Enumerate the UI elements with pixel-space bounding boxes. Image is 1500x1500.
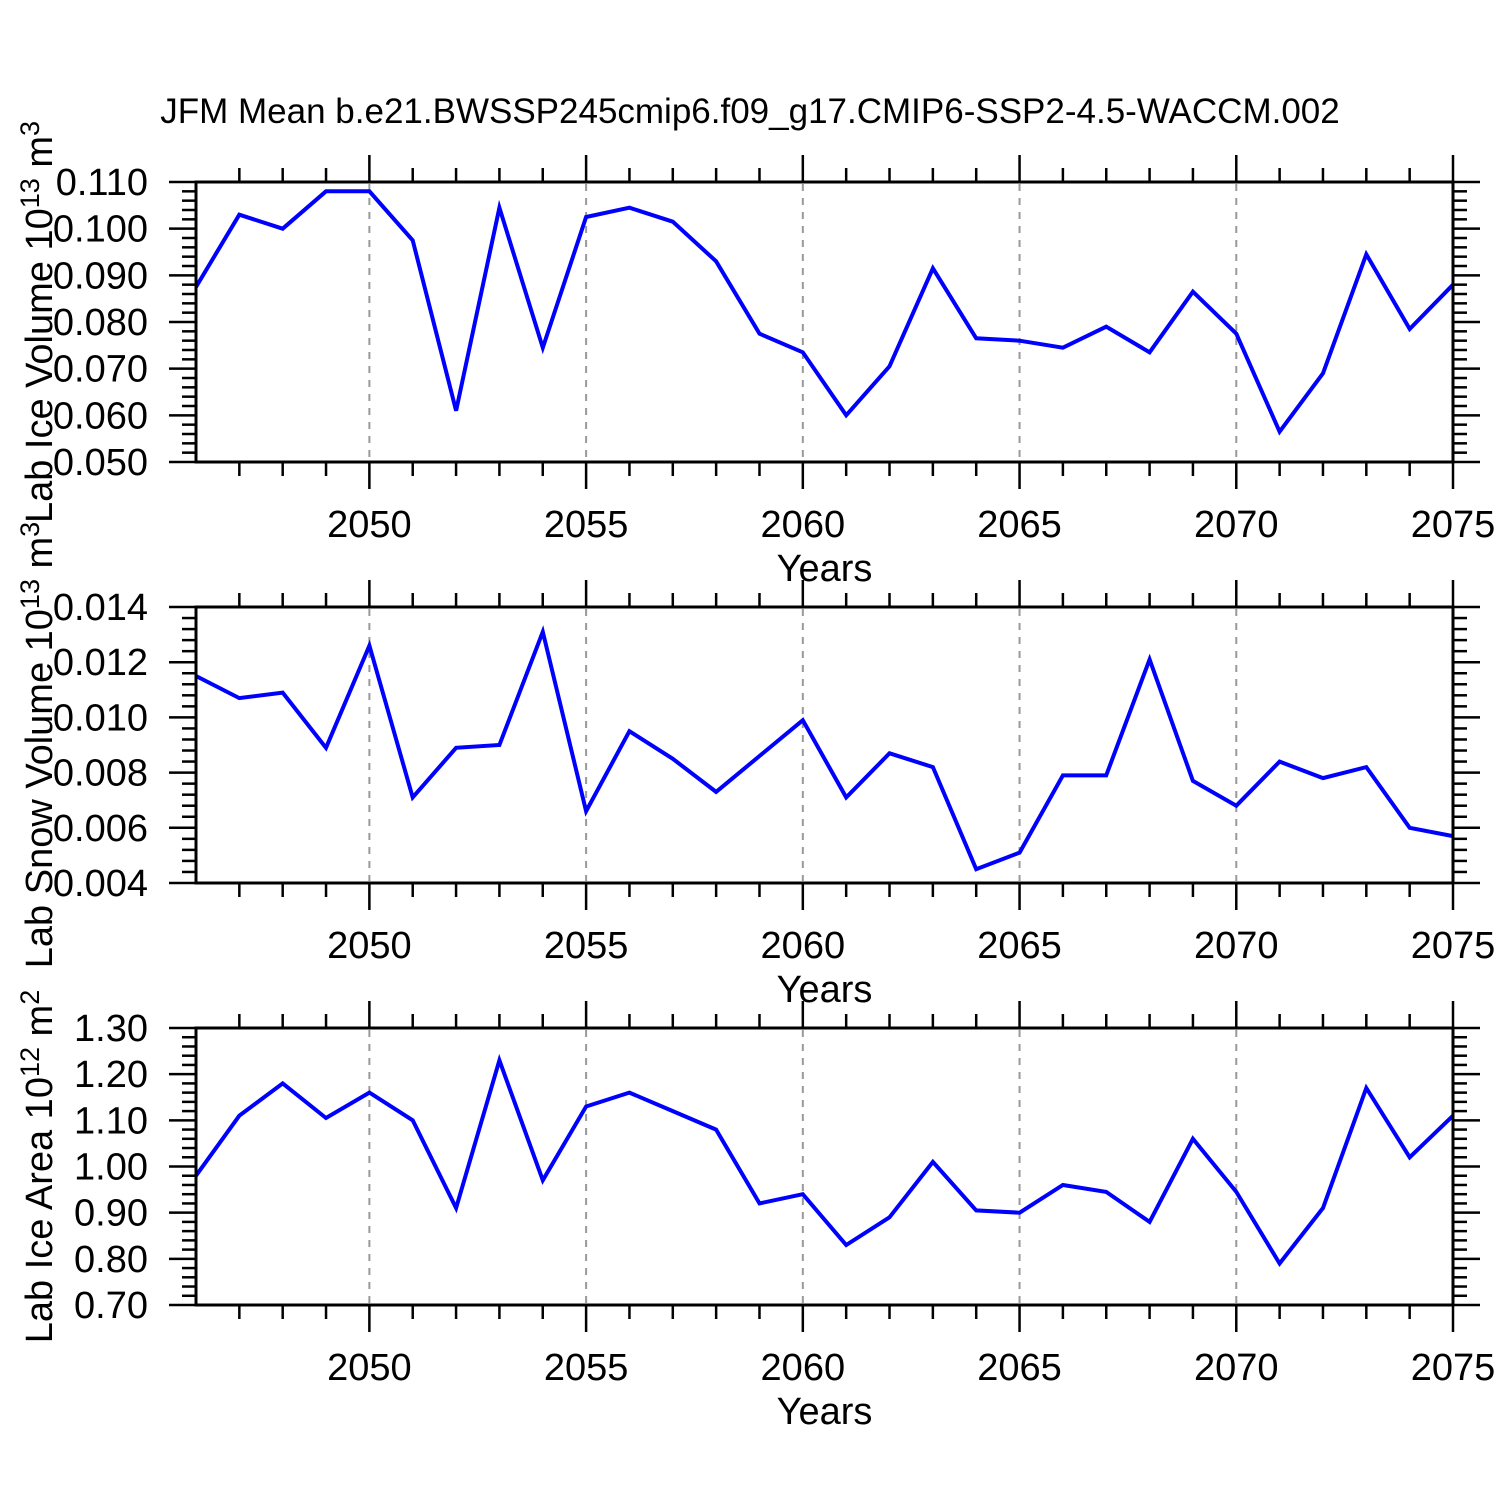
- x-tick-label: 2070: [1194, 504, 1279, 546]
- panel-lab-ice-volume: 2050 2055 2060 2065 2070 2075Years0.0500.0600…: [15, 121, 1495, 590]
- y-axis-title: Lab Ice Area 1012 m2: [15, 990, 61, 1344]
- y-tick-label: 0.80: [74, 1239, 148, 1281]
- plot-frame: [194, 605, 1455, 885]
- x-tick-label: 2060: [761, 925, 846, 967]
- x-axis-title: Years: [777, 969, 873, 1011]
- y-tick-label: 0.100: [53, 209, 148, 251]
- x-tick-label: 2050: [327, 504, 412, 546]
- x-tick-label: 2060: [761, 504, 846, 546]
- y-tick-label: 0.90: [74, 1193, 148, 1235]
- figure-title: JFM Mean b.e21.BWSSP245cmip6.f09_g17.CMI…: [160, 92, 1340, 131]
- x-tick-label: 2060: [761, 1347, 846, 1389]
- y-tick-label: 0.012: [53, 642, 148, 684]
- series-line-lab-ice-area: [194, 1053, 1455, 1268]
- x-tick-label: 2055: [544, 1347, 629, 1389]
- x-tick-label: 2050: [327, 1347, 412, 1389]
- x-tick-label: 2075: [1411, 504, 1496, 546]
- series-line-lab-snow-volume: [195, 625, 1454, 872]
- x-tick-label: 2050: [327, 925, 412, 967]
- y-tick-label: 0.008: [53, 753, 148, 795]
- x-axis-title: Years: [777, 548, 873, 590]
- y-tick-label: 0.006: [53, 808, 148, 850]
- x-tick-label: 2065: [977, 1347, 1062, 1389]
- x-tick-label: 2075: [1411, 1347, 1496, 1389]
- y-tick-label: 0.070: [53, 349, 148, 391]
- y-tick-label: 0.050: [53, 442, 148, 484]
- series-line-lab-ice-volume: [194, 189, 1455, 436]
- panel-lab-snow-volume: 2050 2055 2060 2065 2070 2075 Years 0.004 0.006 0…: [15, 522, 1495, 1011]
- y-tick-label: 1.20: [74, 1054, 148, 1096]
- x-tick-label: 2070: [1194, 1347, 1279, 1389]
- y-axis-title: Lab Ice Volume 1013 m3: [15, 121, 61, 523]
- y-tick-label: 0.014: [53, 587, 148, 629]
- y-tick-label: 0.080: [53, 302, 148, 344]
- x-axis-title: Years: [777, 1391, 873, 1433]
- x-tick-label: 2055: [544, 504, 629, 546]
- x-tick-label: 2070: [1194, 925, 1279, 967]
- y-tick-label: 0.110: [56, 162, 148, 204]
- plot-frame: [194, 180, 1455, 464]
- x-tick-label: 2075: [1411, 925, 1496, 967]
- y-tick-label: 0.090: [53, 255, 148, 297]
- plot-frame: [194, 1026, 1455, 1307]
- x-tick-label: 2065: [977, 504, 1062, 546]
- y-tick-label: 0.70: [74, 1285, 148, 1327]
- y-tick-label: 0.010: [53, 697, 148, 739]
- x-tick-label: 2055: [544, 925, 629, 967]
- y-tick-label: 1.00: [74, 1147, 148, 1189]
- y-tick-label: 1.30: [74, 1008, 148, 1050]
- y-tick-label: 0.004: [53, 863, 148, 905]
- y-tick-label: 0.060: [53, 395, 148, 437]
- x-tick-label: 2065: [977, 925, 1062, 967]
- y-tick-label: 1.10: [74, 1100, 148, 1142]
- panel-lab-ice-area: 2050 2055 2060 2065 2070 2075 Years 0.700.800.9…: [15, 990, 1495, 1433]
- y-axis-title: Lab Snow Volume 1013 m3: [15, 522, 61, 968]
